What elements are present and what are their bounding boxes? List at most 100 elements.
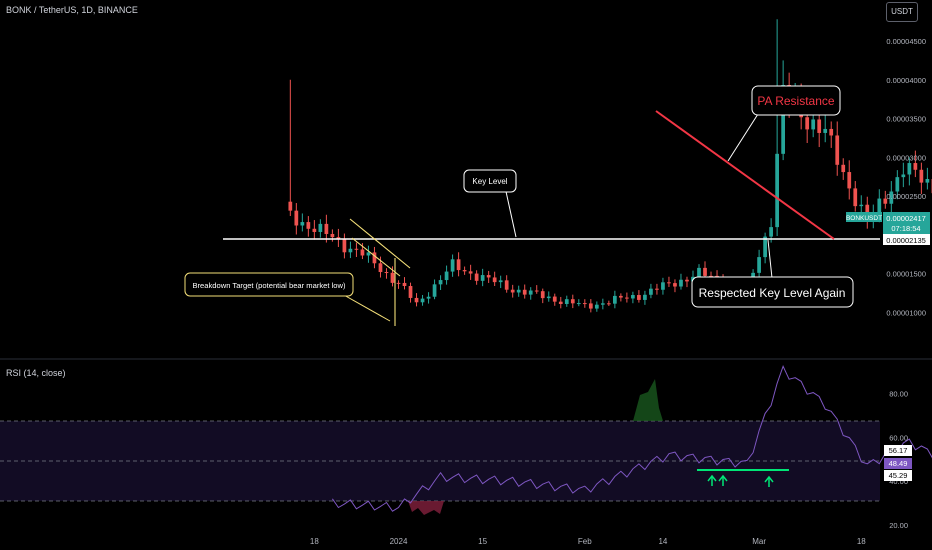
- rsi-upper-badge-box: [884, 445, 912, 456]
- key-level-label-box: [463, 169, 517, 193]
- candle-body: [576, 303, 581, 305]
- candle-body: [582, 303, 587, 305]
- respected-label-box: [691, 276, 854, 308]
- time-tick-label: 15: [478, 537, 487, 546]
- candle-body: [402, 282, 407, 287]
- candle-body: [486, 275, 491, 278]
- candle-body: [552, 296, 557, 302]
- candle-body: [655, 288, 659, 290]
- time-tick-label: 14: [658, 537, 667, 546]
- candle-body: [462, 270, 467, 272]
- rsi-title: RSI (14, close): [6, 368, 66, 378]
- rsi-tick-label: 20.00: [889, 521, 908, 530]
- candle-body: [372, 252, 377, 264]
- candle-body: [474, 273, 479, 281]
- pa-callout-line: [727, 113, 759, 162]
- time-tick-label: Mar: [752, 537, 766, 546]
- candle-body: [649, 288, 653, 295]
- candle-body: [528, 290, 533, 295]
- flag-lower-line: [351, 237, 401, 277]
- candle-body: [817, 119, 822, 133]
- candle-body: [775, 153, 779, 228]
- candle-body: [697, 267, 701, 277]
- candle-body: [384, 272, 389, 274]
- candle-body: [306, 222, 311, 229]
- candle-body: [546, 296, 551, 299]
- candle-body: [558, 301, 563, 304]
- candle-body: [438, 280, 443, 285]
- candle-body: [853, 188, 858, 207]
- candle-body: [847, 172, 852, 189]
- rsi-value-badge-box: [884, 458, 912, 469]
- rsi-tick-label: 60.00: [889, 433, 908, 442]
- resistance-trendline: [655, 110, 835, 240]
- candle-body: [522, 289, 527, 295]
- candle-body: [859, 204, 864, 207]
- time-tick-label: Feb: [578, 537, 592, 546]
- candle-body: [643, 294, 647, 300]
- candle-body: [835, 135, 840, 165]
- last-price-badge-box: [883, 212, 930, 234]
- rsi-oversold-fill: [408, 501, 444, 515]
- candle-body: [516, 289, 521, 293]
- candle-body: [336, 237, 341, 240]
- breakdown-label: Breakdown Target (potential bear market …: [192, 281, 346, 290]
- candle-body: [895, 177, 900, 192]
- candle-body: [877, 198, 882, 213]
- candle-body: [594, 304, 599, 309]
- candle-body: [588, 303, 593, 309]
- price-tick-label: 0.00001500: [886, 270, 926, 279]
- time-axis[interactable]: 18202415Feb14Mar18Apr15May: [310, 537, 932, 546]
- symbol-badge-box: [846, 212, 882, 222]
- candle-body: [757, 257, 761, 273]
- candle-body: [426, 296, 431, 299]
- candle-body: [534, 290, 539, 292]
- candle-body: [540, 291, 545, 299]
- candle-body: [492, 277, 497, 283]
- candle-body: [348, 248, 353, 253]
- rsi-band: [0, 421, 880, 501]
- candle-body: [408, 286, 413, 298]
- candle-body: [390, 272, 395, 283]
- candle-body: [300, 222, 305, 226]
- candle-body: [631, 295, 635, 299]
- candle-body: [919, 169, 924, 183]
- candle-body: [612, 295, 617, 304]
- candle-body: [841, 164, 846, 173]
- candle-body: [925, 179, 930, 183]
- price-tick-label: 0.00002500: [886, 192, 926, 201]
- candle-body: [661, 282, 665, 290]
- candle-body: [685, 279, 689, 282]
- candle-body: [901, 174, 906, 178]
- breakdown-label-box: [184, 272, 354, 297]
- candle-body: [288, 201, 293, 211]
- key-level-price-badge-box: [883, 234, 930, 245]
- price-tick-label: 0.00001000: [886, 308, 926, 317]
- candle-body: [318, 223, 323, 232]
- candle-body: [294, 210, 299, 226]
- chart-title: BONK / TetherUS, 1D, BINANCE: [6, 5, 138, 15]
- currency-button[interactable]: USDT: [886, 2, 918, 22]
- candle-body: [396, 282, 401, 284]
- key-level-callout-line: [504, 186, 517, 238]
- rsi-lower-badge: 45.29: [889, 471, 908, 480]
- candle-body: [769, 227, 773, 237]
- flag-upper-line: [349, 218, 411, 269]
- candle-body: [889, 191, 894, 204]
- candle-body: [823, 128, 828, 133]
- candle-body: [330, 233, 335, 238]
- rsi-tick-label: 80.00: [889, 389, 908, 398]
- last-price-badge: 0.00002417: [886, 214, 926, 223]
- countdown-badge: 07:18:54: [891, 224, 920, 233]
- rsi-arrow-1: [707, 474, 717, 486]
- candle-body: [468, 271, 473, 274]
- rsi-axis[interactable]: 20.00 40.00 60.00 80.00: [889, 389, 908, 530]
- candle-body: [829, 128, 834, 136]
- candle-body: [763, 236, 767, 258]
- key-level-label: Key Level: [472, 177, 507, 186]
- candle-body: [883, 198, 888, 204]
- candle-body: [378, 263, 383, 273]
- candle-body: [606, 303, 611, 305]
- candle-body: [444, 271, 449, 281]
